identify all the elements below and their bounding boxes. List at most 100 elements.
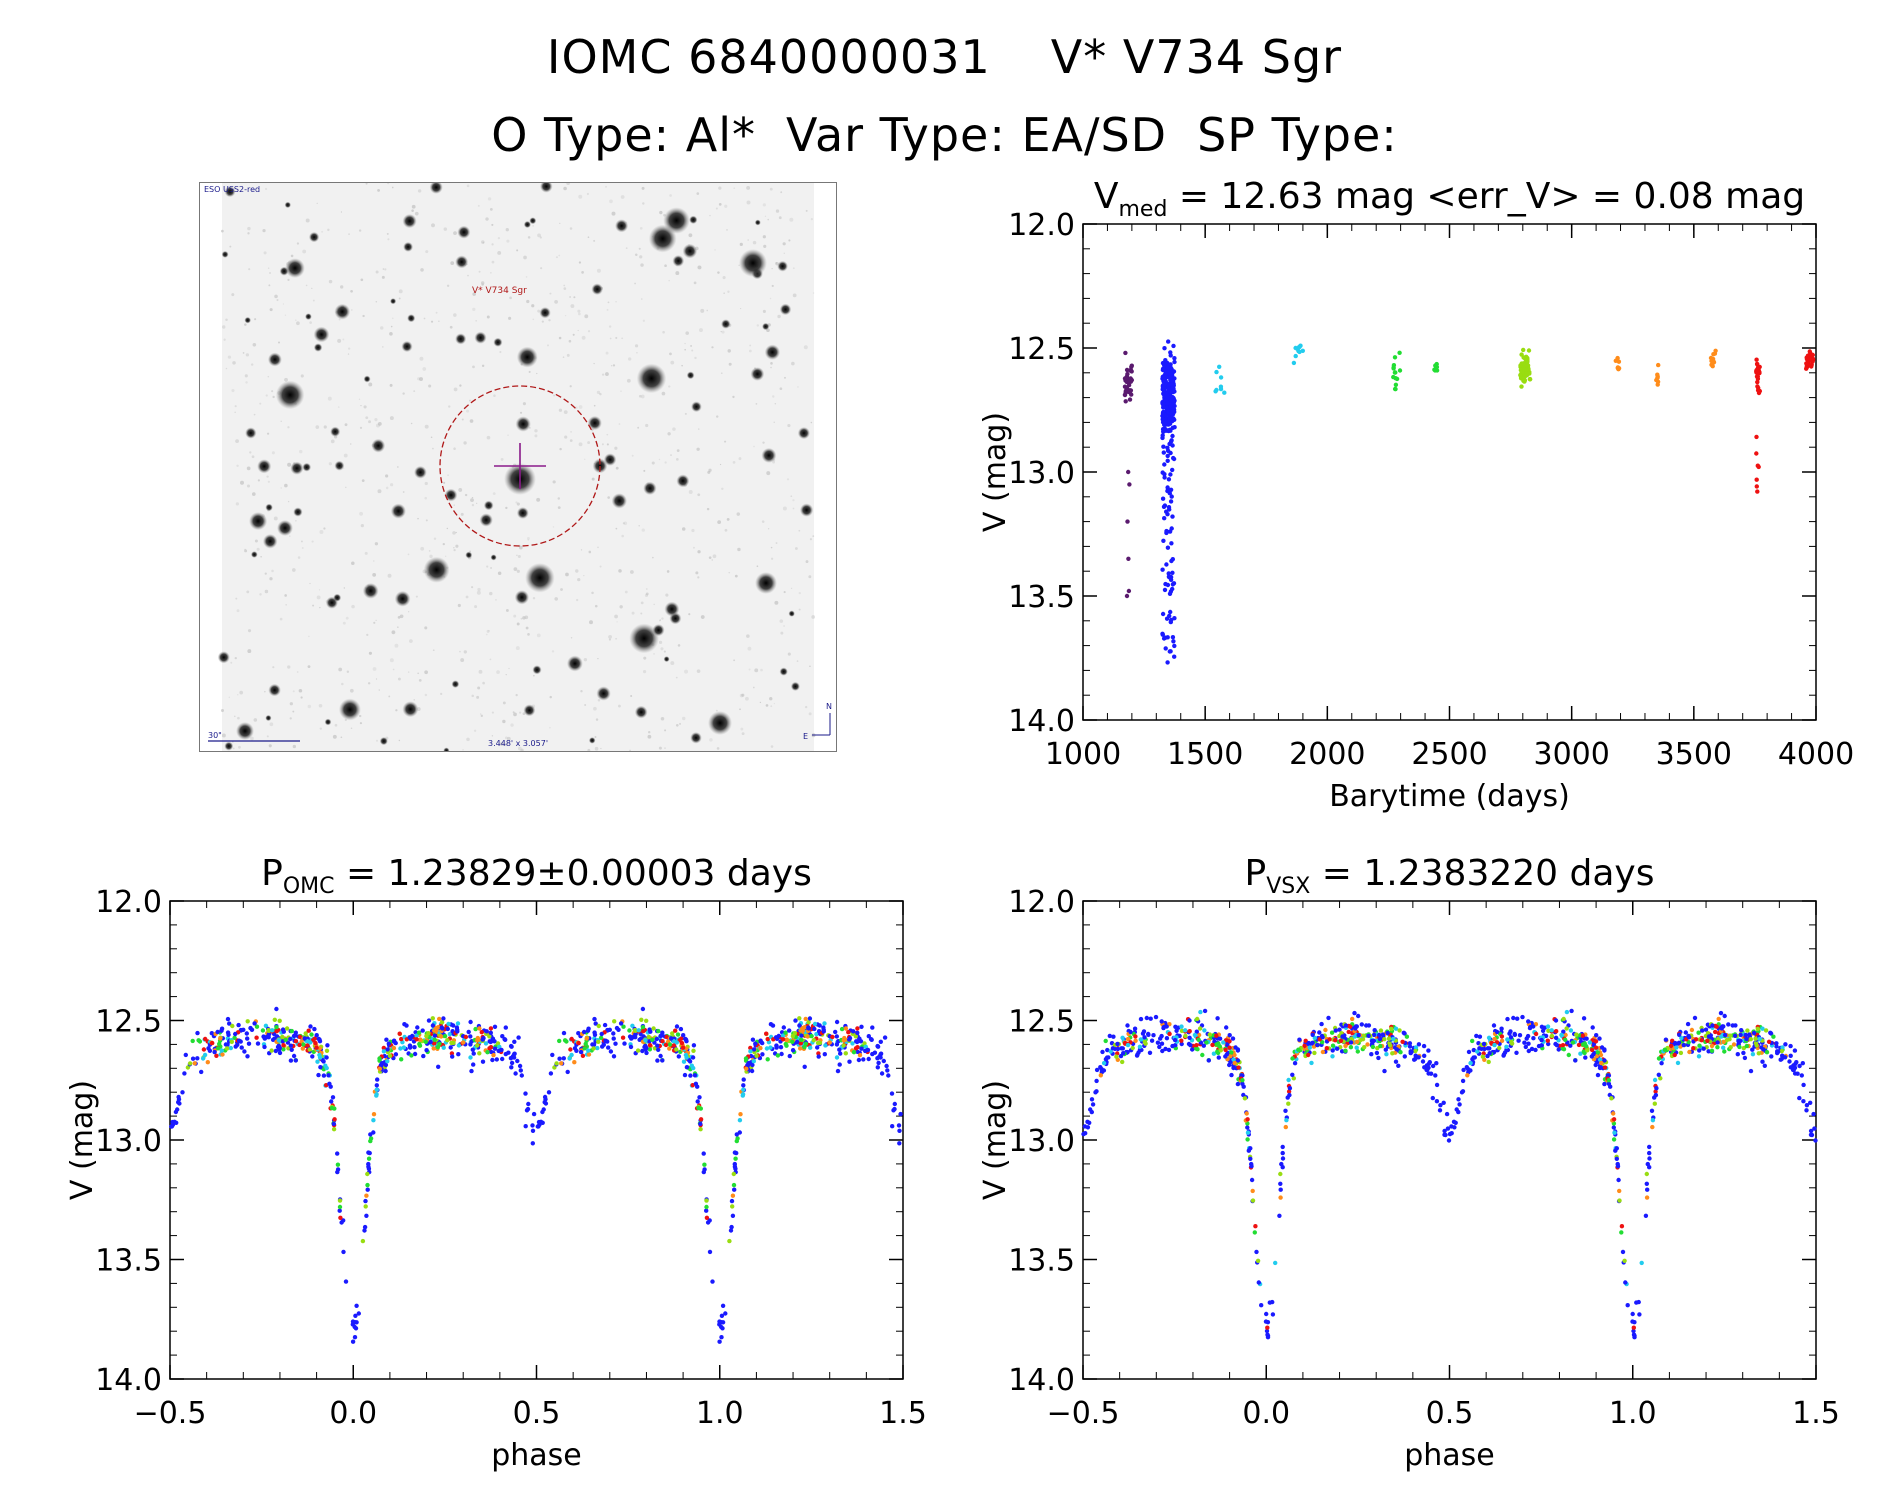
phase-omc-point [592, 1016, 597, 1022]
phase-vsx-point [1774, 1041, 1779, 1046]
star [566, 655, 583, 672]
sky-noise [566, 353, 570, 357]
sky-noise [417, 517, 419, 520]
phase-omc-point [432, 1037, 437, 1043]
star [493, 337, 503, 347]
sky-noise [607, 301, 610, 304]
phase-vsx-point [1735, 1052, 1741, 1057]
phase-vsx-point [1427, 1060, 1433, 1065]
phase-omc-ytick-label: 12.0 [95, 885, 162, 920]
phase-omc-point [430, 1023, 436, 1028]
sky-noise [237, 694, 239, 696]
phase-omc-point [821, 1029, 826, 1034]
sky-noise [697, 550, 701, 554]
phase-vsx-point [1705, 1022, 1711, 1027]
sky-noise [446, 284, 450, 287]
sky-noise [763, 244, 767, 248]
lightcurve-point [1755, 374, 1761, 379]
phase-vsx-point [1434, 1082, 1440, 1088]
phase-omc-point [327, 1081, 332, 1087]
star [363, 375, 371, 383]
sky-noise [664, 264, 667, 268]
star [596, 686, 611, 701]
lightcurve-point [1655, 379, 1661, 384]
phase-omc-point [863, 1044, 868, 1050]
phase-vsx-point [1645, 1187, 1650, 1192]
phase-omc-point [337, 1198, 343, 1203]
sky-noise [493, 394, 496, 397]
sky-noise [609, 337, 612, 340]
phase-vsx-point [1398, 1050, 1403, 1055]
sky-noise [765, 704, 769, 707]
star [672, 255, 685, 267]
lightcurve-point [1170, 382, 1175, 387]
phase-omc-point [391, 1045, 397, 1051]
phase-vsx-point [1433, 1073, 1438, 1078]
sky-noise [773, 421, 775, 423]
phase-omc-point [790, 1039, 795, 1045]
sky-noise [227, 355, 232, 359]
sky-noise [663, 650, 666, 653]
lightcurve-point [1525, 359, 1530, 364]
phase-vsx-point [1753, 1036, 1758, 1041]
phase-omc-point [466, 1029, 471, 1035]
sky-noise [675, 676, 678, 679]
phase-vsx-point [1475, 1049, 1480, 1054]
phase-omc-point [245, 1019, 250, 1024]
sky-noise [420, 546, 425, 551]
phase-vsx-point [1121, 1051, 1126, 1056]
phase-omc-point [314, 1045, 319, 1050]
sky-noise [631, 454, 634, 457]
phase-vsx-point [1364, 1023, 1369, 1028]
lightcurve-point [1160, 611, 1166, 617]
phase-omc-point [448, 1045, 453, 1050]
sky-noise [267, 480, 270, 483]
sky-noise [509, 296, 512, 300]
phase-omc-point [554, 1061, 559, 1066]
phase-omc-ytick-label: 12.5 [95, 1005, 162, 1040]
sky-noise [558, 408, 563, 412]
phase-vsx-point [1554, 1029, 1559, 1034]
phase-vsx-point [1730, 1023, 1735, 1028]
sky-noise [552, 526, 555, 528]
sky-noise [770, 705, 773, 708]
phase-vsx-point [1115, 1041, 1120, 1047]
phase-vsx-point [1292, 1061, 1298, 1066]
phase-omc-point [732, 1187, 737, 1192]
lightcurve-point [1172, 356, 1177, 361]
star [788, 610, 795, 617]
phase-vsx-point [1477, 1046, 1482, 1051]
star [325, 596, 338, 609]
phase-vsx-point [1157, 1044, 1162, 1050]
phase-vsx-point [1248, 1156, 1253, 1162]
sky-noise [398, 677, 401, 681]
phase-vsx-point [1598, 1057, 1603, 1062]
sky-noise [664, 747, 666, 749]
phase-omc-point [855, 1026, 860, 1031]
sky-noise [489, 207, 493, 211]
sky-noise [720, 372, 723, 375]
sky-noise [669, 352, 672, 356]
sky-noise [696, 669, 701, 673]
phase-omc-point [576, 1031, 581, 1036]
sky-noise [312, 604, 315, 607]
phase-vsx-point [1083, 1131, 1088, 1136]
phase-vsx-point [1545, 1024, 1551, 1029]
sky-noise [625, 247, 628, 250]
sky-noise [519, 545, 523, 550]
sky-noise [787, 423, 791, 428]
phase-vsx-point [1352, 1010, 1357, 1016]
sky-noise [365, 182, 368, 185]
sky-noise [770, 362, 773, 365]
phase-omc-point [363, 1204, 368, 1209]
sky-noise [513, 712, 517, 717]
sky-noise [791, 361, 795, 366]
phase-vsx-point [1128, 1040, 1133, 1045]
phase-omc-point [822, 1052, 827, 1057]
sky-noise [616, 621, 618, 623]
sky-noise [272, 395, 275, 399]
phase-omc-point [508, 1043, 514, 1049]
phase-vsx-title: PVSX = 1.2383220 days [1245, 853, 1655, 899]
phase-vsx-point [1528, 1024, 1533, 1030]
phase-vsx-point [1245, 1130, 1251, 1135]
